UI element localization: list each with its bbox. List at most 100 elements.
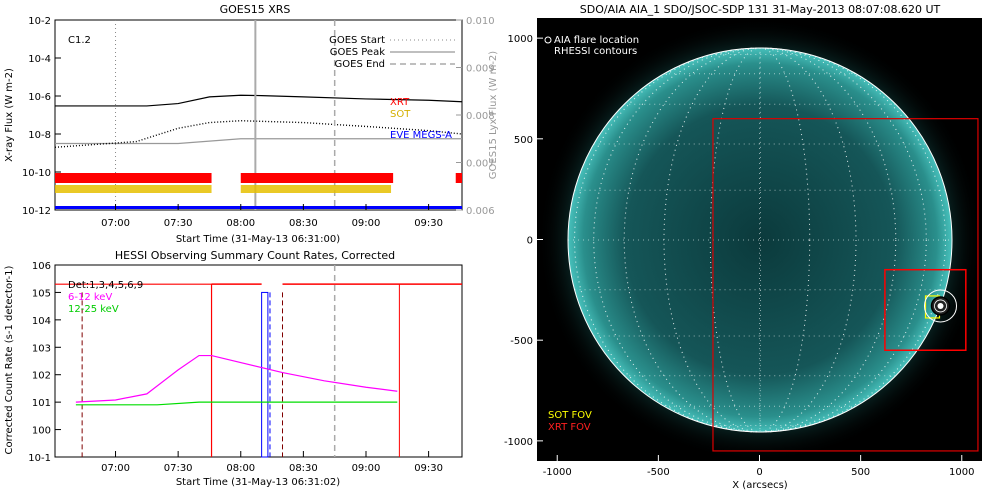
hessi-x-tick-label: 09:00 <box>352 463 381 474</box>
hessi-title: HESSI Observing Summary Count Rates, Cor… <box>115 249 395 262</box>
goes-lyx-line <box>55 138 462 145</box>
hessi-x-tick-label: 07:30 <box>164 463 193 474</box>
goes-flare-class: C1.2 <box>68 35 91 46</box>
goes-0p5-4-series <box>54 120 463 148</box>
goes-x-tick-label: 07:30 <box>164 218 193 229</box>
eve-coverage-bar <box>55 206 462 209</box>
aia-x-tick-label: 1000 <box>949 467 974 478</box>
xrt-coverage-bar <box>240 173 394 183</box>
aia-x-tick-label: -1000 <box>543 467 572 478</box>
hessi-x-tick-label: 08:30 <box>289 463 318 474</box>
hessi-12-25-line <box>75 401 398 406</box>
hessi-x-tick-label: 08:00 <box>226 463 255 474</box>
goes-y-right-tick-label: 0.006 <box>466 206 495 217</box>
hessi-ylabel: Corrected Count Rate (s-1 detector-1) <box>4 265 15 454</box>
goes-x-tick-label: 09:00 <box>352 218 381 229</box>
goes-x-tick-label: 09:30 <box>414 218 443 229</box>
hessi-y-tick-label: 103 <box>32 343 51 354</box>
goes-y-tick-label: 10-10 <box>22 168 51 179</box>
hessi-plot-frame <box>54 264 463 458</box>
longitude-line <box>623 47 897 433</box>
goes-y-tick-label: 10-2 <box>28 16 51 27</box>
hessi-6-12-kev-series <box>75 354 398 403</box>
longitude-line <box>574 47 946 433</box>
aia-y-tick-label: 1000 <box>508 34 533 45</box>
hessi-6-12-line <box>75 354 398 403</box>
hessi-y-tick-labels: 10-1 100 101 102 103 104 105 106 <box>28 261 61 464</box>
longitude-line <box>759 47 761 433</box>
goes-x-tick-labels: 07:00 07:30 08:00 08:30 09:00 09:30 <box>101 204 443 229</box>
hessi-xlabel: Start Time (31-May-13 06:31:02) <box>176 477 340 488</box>
longitude-line <box>593 47 927 433</box>
solar-limb <box>567 47 953 433</box>
aia-x-tick-label: 0 <box>756 467 762 478</box>
hessi-y-tick-label: 10-1 <box>28 453 51 464</box>
goes-lyx-series <box>55 138 462 145</box>
goes-y-tick-labels: 10-12 10-10 10-8 10-6 10-4 10-2 <box>22 16 61 217</box>
aia-y-tick-label: -500 <box>510 336 533 347</box>
goes-1-8-line <box>55 94 463 107</box>
hessi-saa-box <box>261 291 269 458</box>
aia-legend-rhessi: RHESSI contours <box>554 46 637 57</box>
hessi-x-tick-label: 07:00 <box>101 463 130 474</box>
aia-y-tick-label: 500 <box>514 135 533 146</box>
hessi-y-tick-label: 102 <box>32 371 51 382</box>
goes-x-tick-label: 08:00 <box>226 218 255 229</box>
xrt-fov-box <box>712 118 979 452</box>
hessi-y-tick-label: 105 <box>32 288 51 299</box>
goes-x-tick-label: 08:30 <box>289 218 318 229</box>
sot-coverage-bar <box>240 185 392 193</box>
aia-y-tick-label: 0 <box>527 236 533 247</box>
rhessi-contour <box>934 299 947 313</box>
legend-goes-peak: GOES Peak <box>330 47 385 58</box>
goes-0p5-4-line <box>54 120 463 148</box>
label-sot: SOT <box>390 109 411 120</box>
goes-ylabel: X-ray Flux (W m-2) <box>4 68 15 162</box>
goes-y-tick-label: 10-12 <box>22 206 51 217</box>
hessi-y-tick-label: 100 <box>32 426 51 437</box>
aia-legend-flare: AIA flare location <box>554 35 639 46</box>
aia-y-tick-labels: -1000 -500 0 500 1000 <box>504 34 543 448</box>
goes-y-right-tick-label: 0.010 <box>466 16 495 27</box>
aia-legend-sot-fov: SOT FOV <box>548 410 592 421</box>
aia-y-tick-label: -1000 <box>504 437 533 448</box>
flare-location-circle <box>924 289 957 323</box>
goes-coverage-bars <box>55 173 462 209</box>
goes-y-tick-label: 10-8 <box>28 130 51 141</box>
hessi-y-tick-label: 106 <box>32 261 51 272</box>
aia-fov-overlays <box>712 118 979 452</box>
hessi-x-tick-labels: 07:00 07:30 08:00 08:30 09:00 09:30 <box>101 451 443 474</box>
goes-legend: GOES Start GOES Peak GOES End <box>329 35 455 70</box>
aia-x-tick-label: -500 <box>647 467 670 478</box>
hessi-legend-12-25: 12-25 keV <box>68 304 119 315</box>
goes-y-right-tick-labels: 0.006 0.007 0.008 0.009 0.010 <box>456 16 495 217</box>
goes-ylabel-right: GOES15 Lyx Flux (W m-2) <box>488 51 499 180</box>
longitude-line <box>663 47 857 433</box>
goes-y-tick-label: 10-4 <box>28 54 51 65</box>
goes-title: GOES15 XRS <box>220 3 291 16</box>
xrt-coverage-bar <box>55 173 212 183</box>
goes-y-tick-label: 10-6 <box>28 92 51 103</box>
aia-legend-flare-symbol <box>544 36 552 44</box>
aia-x-tick-labels: -1000 -500 0 500 1000 <box>543 455 974 478</box>
xrt-coverage-bar <box>455 173 462 183</box>
goes-x-tick-label: 07:00 <box>101 218 130 229</box>
hessi-count-rate-chart: HESSI Observing Summary Count Rates, Cor… <box>4 249 463 488</box>
goes-xlabel: Start Time (31-May-13 06:31:00) <box>176 234 340 245</box>
sot-fov-box <box>884 268 967 352</box>
hessi-y-tick-label: 104 <box>32 316 51 327</box>
hessi-legend-det: Det:1,3,4,5,6,9 <box>68 280 143 291</box>
label-xrt: XRT <box>390 97 410 108</box>
legend-goes-end: GOES End <box>335 59 385 70</box>
aia-image-panel: SDO/AIA AIA_1 SDO/JSOC-SDP 131 31-May-20… <box>504 3 982 491</box>
hessi-12-25-kev-series <box>75 401 398 406</box>
legend-goes-start: GOES Start <box>329 35 385 46</box>
aia-legend-xrt-fov: XRT FOV <box>548 422 591 433</box>
goes-y-right-tick-label: 0.007 <box>466 159 495 170</box>
hessi-attenuator-state <box>55 265 462 458</box>
aia-title: SDO/AIA AIA_1 SDO/JSOC-SDP 131 31-May-20… <box>580 3 941 16</box>
aia-x-tick-label: 500 <box>851 467 870 478</box>
goes-y-right-tick-label: 0.009 <box>466 64 495 75</box>
hessi-x-tick-label: 09:30 <box>414 463 443 474</box>
